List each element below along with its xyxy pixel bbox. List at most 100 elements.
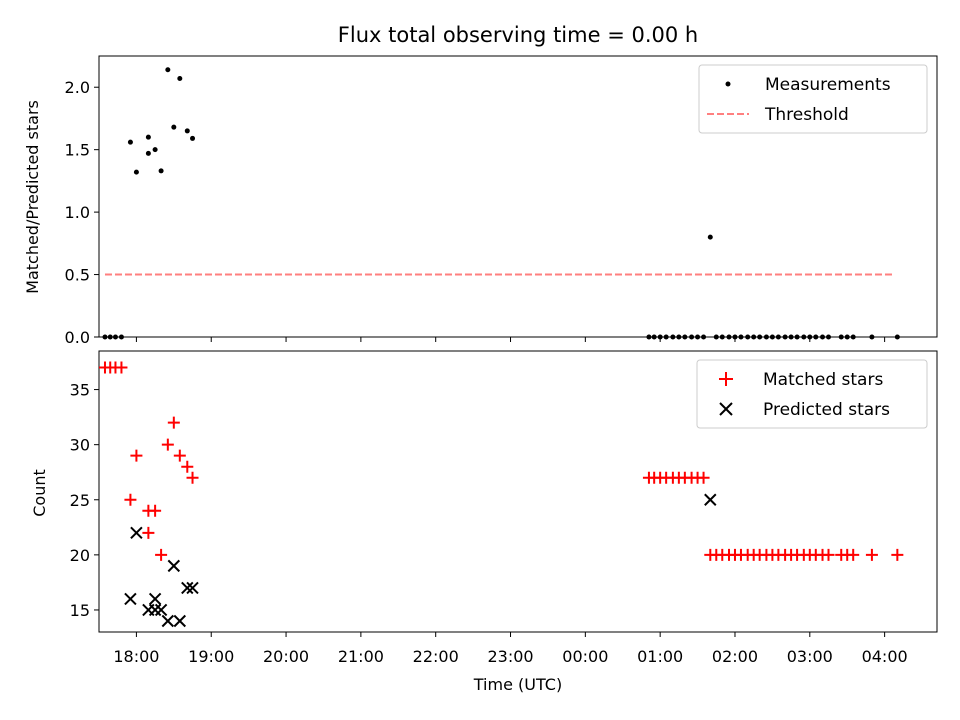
measurement-point: [769, 334, 775, 340]
measurement-point: [801, 334, 807, 340]
measurement-point: [751, 334, 757, 340]
x-tick-label: 19:00: [188, 647, 234, 666]
measurement-point: [807, 334, 813, 340]
chart-title: Flux total observing time = 0.00 h: [338, 23, 698, 47]
measurement-point: [165, 67, 171, 73]
x-tick-label: 22:00: [413, 647, 459, 666]
measurement-point: [158, 168, 164, 174]
measurement-point: [171, 124, 177, 130]
predicted-star-point: [154, 603, 168, 617]
measurement-point: [713, 334, 719, 340]
bottom-y-tick-label: 35: [70, 381, 90, 400]
matched-star-point: [167, 416, 180, 429]
measurement-point: [152, 147, 158, 153]
legend-predicted-marker: [719, 402, 733, 416]
predicted-star-point: [167, 559, 181, 573]
matched-star-point: [847, 548, 860, 561]
matched-star-point: [115, 361, 128, 374]
predicted-star-point: [173, 614, 187, 628]
measurement-point: [689, 334, 695, 340]
predicted-star-point: [181, 581, 194, 595]
top-legend-frame: [698, 64, 928, 134]
matched-star-point: [186, 471, 199, 484]
x-tick-label: 00:00: [562, 647, 608, 666]
measurement-point: [745, 334, 751, 340]
bottom-y-ticks: 15 20 25 30 35: [70, 381, 99, 620]
measurement-point: [850, 334, 856, 340]
x-tick-label: 23:00: [487, 647, 533, 666]
predicted-star-point: [148, 592, 162, 606]
x-tick-label: 04:00: [862, 647, 908, 666]
matched-star-point: [149, 504, 162, 517]
legend-measurements-marker: [725, 81, 731, 87]
legend-predicted-label: Predicted stars: [763, 400, 890, 420]
measurement-point: [707, 234, 713, 240]
top-y-tick-label: 2.0: [65, 78, 90, 97]
bottom-x-ticks: 18:00 19:00 20:00 21:00 22:00 23:00 00:00 01:00…: [113, 632, 908, 666]
top-y-ticks: 0.0 0.5 1.0 1.5 2.0: [65, 78, 99, 347]
measurement-point: [838, 334, 844, 340]
measurement-point: [190, 135, 196, 141]
measurement-point: [894, 334, 900, 340]
matched-star-point: [124, 493, 137, 506]
matched-star-point: [155, 548, 168, 561]
x-tick-label: 03:00: [787, 647, 833, 666]
matched-star-point: [822, 548, 835, 561]
matched-star-point: [161, 438, 174, 451]
measurement-point: [145, 150, 151, 156]
measurement-point: [651, 334, 657, 340]
matched-star-point: [891, 548, 904, 561]
measurement-point: [844, 334, 850, 340]
bottom-y-axis-label: Count: [30, 469, 49, 517]
x-axis-label: Time (UTC): [473, 675, 562, 694]
bottom-y-tick-label: 20: [70, 546, 90, 565]
matched-star-point: [181, 460, 194, 473]
measurement-point: [184, 128, 190, 134]
measurement-point: [719, 334, 725, 340]
measurement-point: [726, 334, 732, 340]
top-legend: Measurements Threshold: [698, 64, 928, 134]
measurement-point: [102, 334, 108, 340]
measurement-point: [133, 169, 139, 175]
matched-star-point: [173, 449, 186, 462]
legend-measurements-label: Measurements: [765, 75, 891, 95]
measurement-point: [826, 334, 832, 340]
measurement-point: [732, 334, 738, 340]
legend-matched-label: Matched stars: [763, 370, 883, 390]
measurement-point: [682, 334, 688, 340]
legend-threshold-label: Threshold: [764, 105, 849, 125]
measurement-point: [127, 139, 133, 145]
top-y-axis-label: Matched/Predicted stars: [23, 100, 42, 294]
measurement-point: [670, 334, 676, 340]
measurement-point: [757, 334, 763, 340]
measurement-point: [794, 334, 800, 340]
measurement-point: [663, 334, 669, 340]
measurement-point: [738, 334, 744, 340]
predicted-star-point: [130, 526, 143, 540]
matched-star-point: [865, 548, 878, 561]
top-y-tick-label: 1.0: [65, 203, 90, 222]
bottom-y-tick-label: 30: [70, 436, 90, 455]
measurement-point: [869, 334, 875, 340]
top-y-tick-label: 1.5: [65, 141, 90, 160]
predicted-star-point: [186, 581, 199, 595]
matched-star-point: [697, 471, 710, 484]
measurement-point: [646, 334, 652, 340]
measurement-point: [788, 334, 794, 340]
measurement-point: [763, 334, 769, 340]
measurement-point: [145, 134, 151, 140]
bottom-y-tick-label: 15: [70, 601, 90, 620]
legend-matched-marker: [719, 372, 733, 386]
bottom-panel: 15 20 25 30 35 18:00 19:00 20:00 21:00 22:00 23:0…: [30, 350, 938, 694]
x-tick-label: 18:00: [113, 647, 159, 666]
measurement-point: [695, 334, 701, 340]
measurement-point: [775, 334, 781, 340]
top-panel: 0.00.51.01.52.0 Matched/Predicted stars …: [23, 55, 938, 347]
measurement-point: [813, 334, 819, 340]
measurement-point: [177, 75, 183, 81]
bottom-marks: [98, 361, 904, 628]
predicted-star-point: [704, 493, 717, 506]
measurement-point: [118, 334, 124, 340]
measurement-point: [657, 334, 663, 340]
